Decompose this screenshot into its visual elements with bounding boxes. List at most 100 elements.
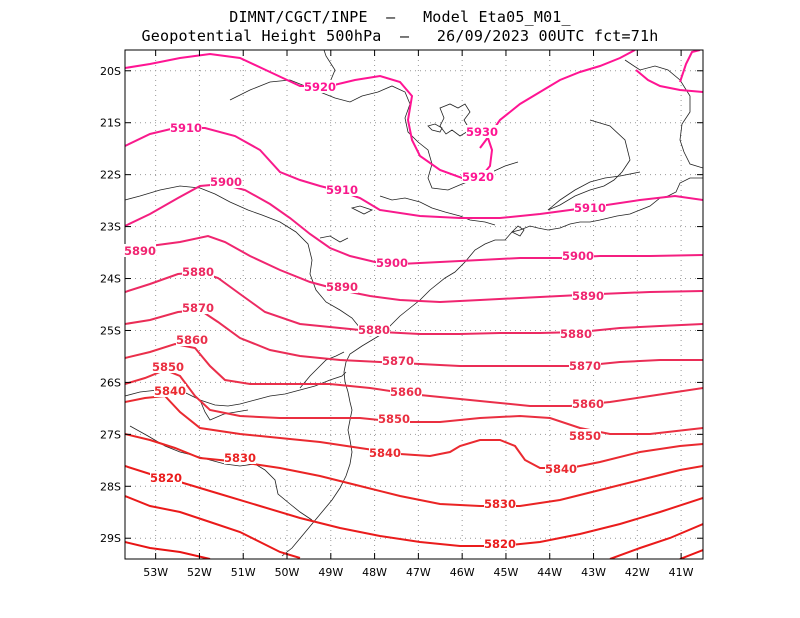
contour-label-5920: 5920	[462, 170, 494, 184]
contour-label-5930: 5930	[466, 125, 498, 139]
contour-label-5890: 5890	[124, 244, 156, 258]
contour-label-bg	[326, 280, 358, 293]
contour-label-5890: 5890	[326, 280, 358, 294]
contour-label-bg	[562, 249, 594, 262]
contour-label-bg	[358, 323, 390, 336]
lat-tick-label: 21S	[100, 117, 121, 130]
lon-tick-label: 53W	[143, 566, 168, 579]
contour-label-bg	[369, 446, 401, 459]
contour-label-5860: 5860	[572, 397, 604, 411]
contour-label-5900: 5900	[376, 256, 408, 270]
contour-label-bg	[572, 397, 604, 410]
contour-label-bg	[326, 183, 358, 196]
contour-label-5900: 5900	[210, 175, 242, 189]
lon-tick-label: 46W	[450, 566, 475, 579]
lake-1	[427, 123, 443, 133]
contour-label-5890: 5890	[572, 289, 604, 303]
contour-5800	[679, 549, 703, 559]
border-es	[547, 119, 631, 211]
coast-detail-santos	[319, 235, 349, 243]
contour-label-bg	[484, 497, 516, 510]
contour-5830	[125, 433, 703, 507]
contour-label-bg	[462, 170, 494, 183]
contour-label-5860: 5860	[176, 333, 208, 347]
contour-label-5910: 5910	[170, 121, 202, 135]
contour-label-5870: 5870	[382, 354, 414, 368]
contour-label-bg	[182, 265, 214, 278]
border-mg-west	[323, 50, 336, 83]
lon-tick-label: 51W	[231, 566, 256, 579]
contour-label-bg	[224, 451, 256, 464]
lon-tick-label: 48W	[362, 566, 387, 579]
contour-5920	[125, 52, 494, 179]
contour-label-bg	[154, 384, 186, 397]
contour-label-bg	[484, 537, 516, 550]
contour-label-bg	[150, 471, 182, 484]
contour-label-5830: 5830	[224, 451, 256, 465]
contour-label-5860: 5860	[390, 385, 422, 399]
contour-label-5850: 5850	[152, 360, 184, 374]
contour-label-5830: 5830	[484, 497, 516, 511]
contour-label-5820: 5820	[484, 537, 516, 551]
contour-5840	[125, 394, 703, 469]
contour-label-5850: 5850	[569, 429, 601, 443]
contour-5910	[125, 127, 703, 219]
contour-5920	[679, 50, 701, 83]
border-mg-rj	[379, 195, 496, 226]
lat-tick-label: 20S	[100, 65, 121, 78]
contour-5900	[125, 182, 703, 266]
contour-label-bg	[378, 412, 410, 425]
lon-tick-label: 47W	[406, 566, 431, 579]
contour-label-bg	[210, 175, 242, 188]
contour-5850	[125, 368, 703, 435]
axis-ticks: 20S 21S 22S 23S 24S 25S 26S 27S 28S 29S 53W 52W 51W 5…	[100, 50, 703, 579]
contour-label-bg	[382, 354, 414, 367]
lat-tick-label: 23S	[100, 221, 121, 234]
lat-tick-label: 22S	[100, 169, 121, 182]
contour-label-bg	[376, 256, 408, 269]
island-sao-sebastiao	[350, 205, 374, 215]
contour-label-5840: 5840	[369, 446, 401, 460]
contour-label-bg	[124, 244, 156, 257]
contour-label-5880: 5880	[182, 265, 214, 279]
lat-tick-label: 26S	[100, 376, 121, 389]
contour-label-5840: 5840	[154, 384, 186, 398]
map-frame	[124, 49, 704, 560]
contour-label-bg	[572, 289, 604, 302]
lon-tick-label: 52W	[187, 566, 212, 579]
contour-label-5870: 5870	[569, 359, 601, 373]
contour-5810	[609, 523, 703, 559]
lon-tick-label: 42W	[625, 566, 650, 579]
border-rj-es	[547, 171, 641, 211]
contour-label-bg	[466, 125, 498, 138]
contour-label-bg	[545, 462, 577, 475]
contour-label-bg	[176, 333, 208, 346]
contour-labels: 5820 5820 5830 5830 5840 5840 5840 5850 5850 5850…	[124, 80, 606, 551]
border-mg-sp	[125, 185, 383, 337]
contour-label-bg	[390, 385, 422, 398]
border-ms-interior	[199, 399, 249, 421]
contour-5810	[125, 495, 301, 559]
contour-label-5910: 5910	[326, 183, 358, 197]
contour-5920	[635, 69, 703, 93]
contour-5930	[479, 50, 636, 149]
coastline	[281, 177, 703, 557]
contour-label-bg	[170, 121, 202, 134]
lat-tick-label: 25S	[100, 324, 121, 337]
contour-label-5870: 5870	[182, 301, 214, 315]
lat-tick-label: 27S	[100, 428, 121, 441]
contour-label-5880: 5880	[358, 323, 390, 337]
title-line-1: DIMNT/CGCT/INPE – Model Eta05_M01_	[229, 8, 571, 26]
contour-5820	[125, 465, 703, 547]
contour-label-5840: 5840	[545, 462, 577, 476]
title-line-2: Geopotential Height 500hPa – 26/09/2023 …	[141, 27, 659, 45]
contour-label-5910: 5910	[574, 201, 606, 215]
lon-tick-label: 45W	[494, 566, 519, 579]
lon-tick-label: 44W	[537, 566, 562, 579]
contour-label-bg	[560, 327, 592, 340]
lat-tick-label: 29S	[100, 532, 121, 545]
contour-label-bg	[304, 80, 336, 93]
contour-5800	[125, 541, 211, 559]
border-sp-rio-parana	[299, 351, 345, 389]
